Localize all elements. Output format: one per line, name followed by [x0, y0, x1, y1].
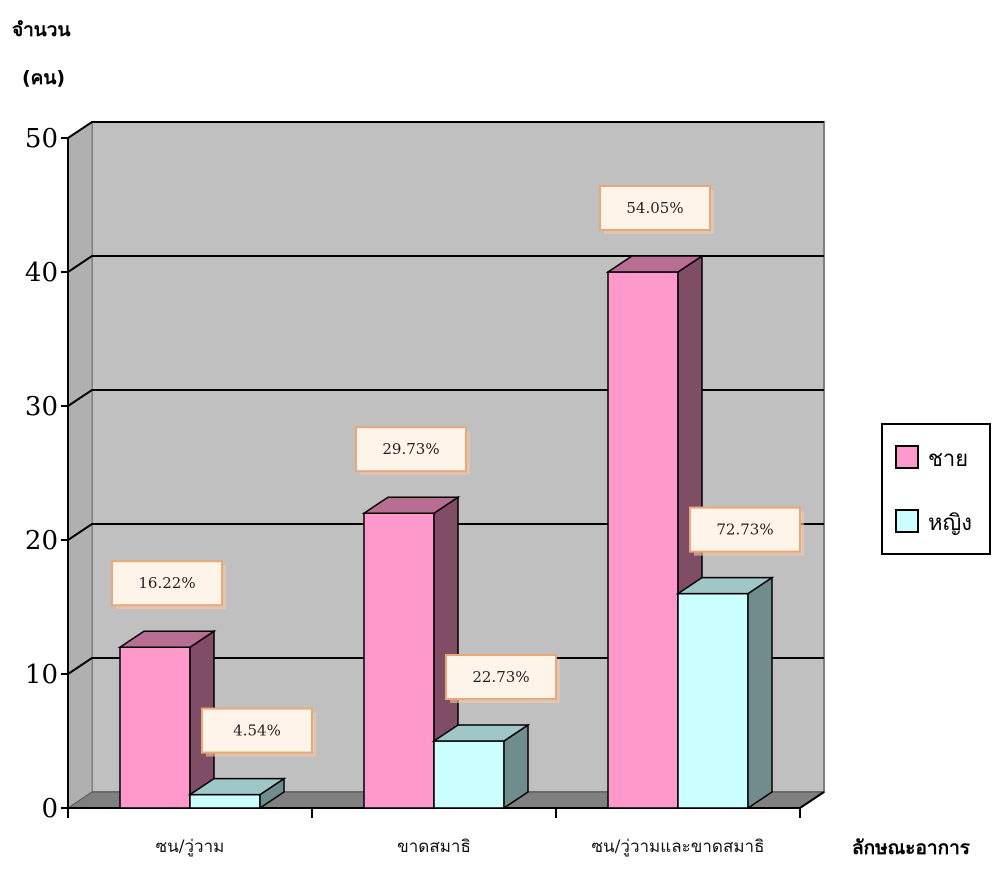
x-tick-label: ซน/วู่วาม [156, 837, 225, 857]
data-label: 4.54% [201, 707, 316, 757]
data-label: 72.73% [689, 506, 804, 556]
bar-male-top [117, 630, 217, 648]
y-tick-label: 30 [25, 392, 58, 422]
data-label-text: 16.22% [138, 574, 195, 592]
bar-female-front [189, 793, 261, 809]
x-axis-depth-line [799, 791, 825, 809]
data-label: 16.22% [111, 560, 226, 610]
legend-label-female: หญิง [928, 511, 972, 536]
gridline [67, 255, 824, 273]
legend-swatch-female [895, 509, 919, 533]
data-label: 22.73% [445, 654, 560, 703]
bar-male-front [119, 646, 191, 809]
y-tick-label: 40 [25, 258, 58, 288]
bar-female-top [187, 777, 287, 796]
side-wall [67, 121, 93, 809]
legend-swatch-male [895, 445, 919, 469]
data-label-text: 54.05% [626, 199, 683, 217]
y-tick-label: 10 [25, 660, 58, 690]
data-label-box [689, 506, 801, 553]
data-label: 29.73% [355, 426, 470, 476]
bar-female-front [677, 592, 749, 809]
legend: ชาย หญิง [881, 423, 991, 555]
bar-female-top [431, 724, 531, 742]
data-label-box [445, 654, 557, 700]
data-label: 54.05% [599, 185, 714, 234]
gridline [67, 121, 824, 139]
bar-female-side [747, 576, 773, 810]
bar-male-top [361, 496, 461, 514]
data-label-box [111, 560, 223, 607]
y-axis-title-line1: จำนวน [12, 19, 70, 41]
data-labels: 16.22% 4.54% 29.73% 22.73% 54.05% 72.73% [111, 185, 804, 757]
bar-male-front [363, 512, 435, 809]
bar-female-front [433, 740, 505, 809]
data-label-text: 4.54% [233, 722, 281, 740]
data-label-box [355, 426, 467, 473]
data-label-box [201, 707, 313, 754]
bar-male-top [605, 255, 705, 273]
data-label-text: 29.73% [382, 440, 439, 458]
data-label-text: 72.73% [716, 521, 773, 539]
x-tick-label: ขาดสมาธิ [397, 837, 471, 857]
x-axis-title: ลักษณะอาการ [852, 837, 971, 859]
x-tick-label: ซน/วู่วามและขาดสมาธิ [592, 837, 765, 857]
y-tick-label: 20 [25, 526, 58, 556]
gridline [67, 657, 824, 675]
y-axis-title-line2: (คน) [22, 67, 65, 89]
bar-female-top [675, 576, 775, 595]
y-tick-label: 0 [41, 794, 58, 824]
data-label-text: 22.73% [472, 668, 529, 686]
y-tick-label: 50 [25, 124, 58, 154]
gridline [67, 389, 824, 407]
data-label-box [599, 185, 711, 231]
gridlines [67, 121, 824, 675]
gridline [67, 523, 824, 541]
legend-label-male: ชาย [928, 447, 968, 472]
bar-male-front [607, 271, 679, 809]
axes: 0 10 20 30 40 50 ซน/วู่วาม ขาดสมาธิ ซน/วู่วามและ… [25, 124, 825, 857]
